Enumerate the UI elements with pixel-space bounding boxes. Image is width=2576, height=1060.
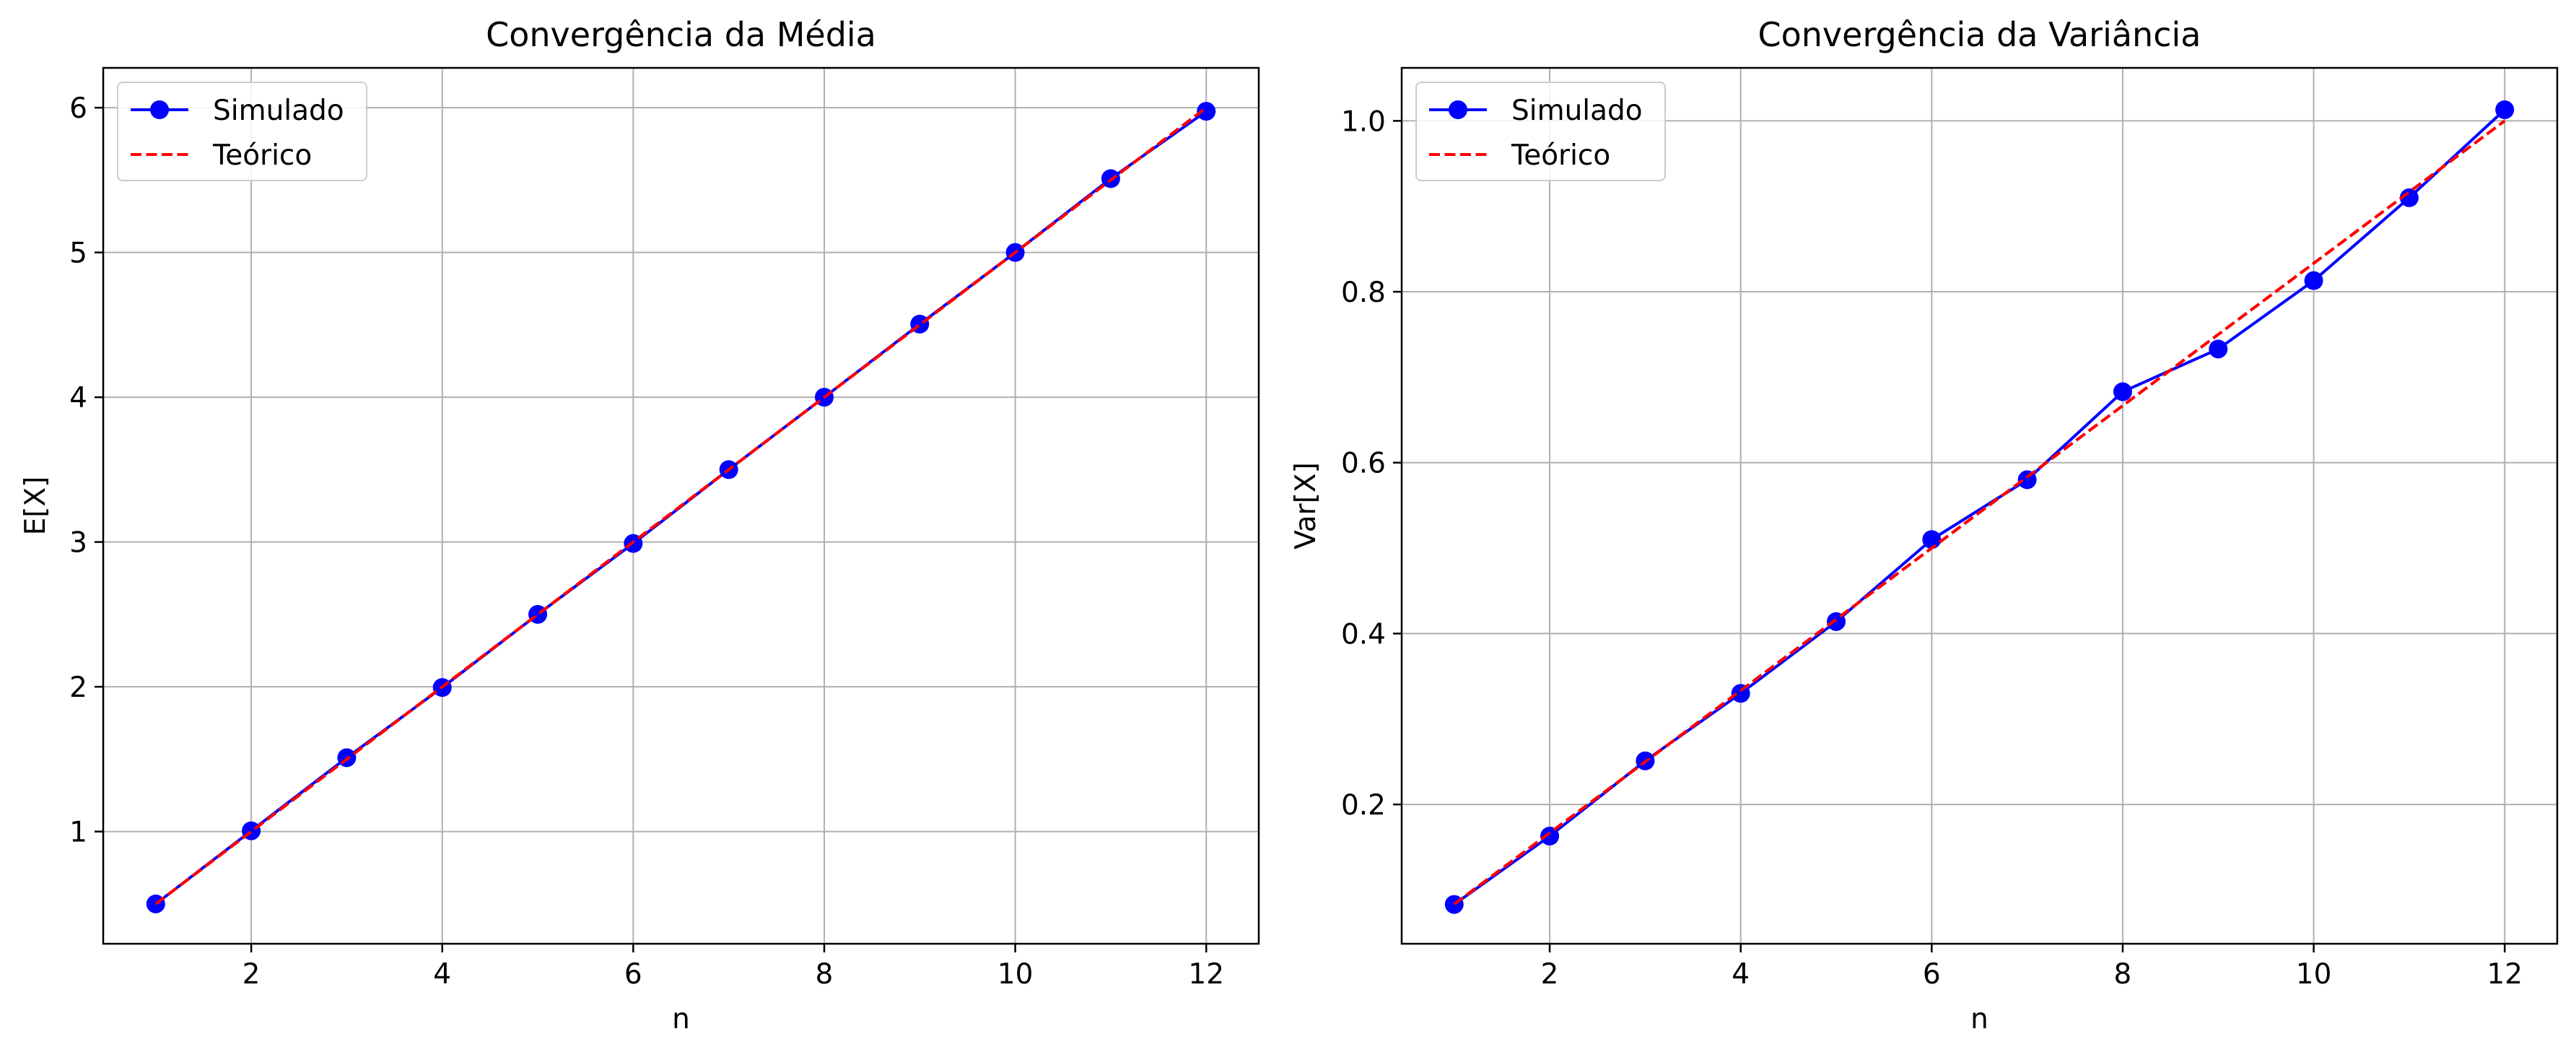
y-tick-label: 1	[69, 817, 87, 849]
y-tick-label: 2	[69, 672, 87, 704]
legend-marker-simulado	[1449, 100, 1467, 119]
y-tick-label: 5	[69, 238, 87, 270]
legend-marker-simulado	[150, 100, 169, 119]
legend-label-simulado: Simulado	[213, 95, 344, 127]
y-tick-label: 0.2	[1341, 789, 1386, 822]
x-axis-label: n	[1970, 1003, 1988, 1035]
data-point	[1197, 102, 1216, 121]
y-tick-label: 0.8	[1341, 277, 1386, 309]
x-tick-label: 12	[1188, 958, 1224, 991]
x-tick-label: 4	[1732, 958, 1750, 991]
x-tick-label: 12	[2487, 958, 2523, 991]
data-point	[2304, 271, 2323, 290]
x-tick-label: 4	[433, 958, 451, 991]
series-line-teorico-overlay	[1453, 119, 2506, 905]
axes-frame	[1400, 66, 2559, 945]
data-point	[2399, 188, 2419, 207]
x-axis-label: n	[672, 1003, 690, 1035]
subplot-2: 2 4 6 8 10 12 0.2 0.4 0.6 0.8 1.0 Convergência da V…	[1290, 15, 2559, 1035]
chart-title: Convergência da Média	[486, 15, 876, 54]
data-point	[2209, 339, 2228, 359]
legend-label-simulado: Simulado	[1511, 95, 1643, 127]
data-point	[2113, 382, 2132, 401]
legend-label-teorico: Teórico	[1511, 139, 1610, 172]
legend: Simulado Teórico	[1415, 82, 1666, 181]
y-tick-label: 0.4	[1341, 618, 1386, 651]
x-tick-label: 2	[1541, 958, 1559, 991]
series-line-simulado	[1453, 108, 2506, 906]
x-tick-label: 6	[624, 958, 642, 991]
y-axis-label: E[X]	[19, 477, 52, 536]
series-line-teorico-overlay	[154, 106, 1208, 905]
y-tick-label: 6	[69, 92, 87, 125]
chart-title: Convergência da Variância	[1758, 15, 2201, 54]
x-tick-label: 10	[2296, 958, 2332, 991]
x-tick-label: 8	[816, 958, 834, 991]
data-point	[2495, 100, 2515, 119]
x-tick-label: 6	[1923, 958, 1941, 991]
x-tick-label: 8	[2114, 958, 2132, 991]
x-tick-label: 10	[997, 958, 1034, 991]
data-point	[1922, 530, 1942, 549]
axes-frame	[102, 66, 1260, 945]
y-tick-label: 0.6	[1341, 448, 1386, 480]
data-point	[1540, 826, 1560, 846]
y-tick-label: 3	[69, 527, 87, 560]
x-tick-label: 2	[243, 958, 261, 991]
legend-label-teorico: Teórico	[212, 139, 312, 172]
y-tick-label: 1.0	[1341, 105, 1386, 138]
y-tick-label: 4	[69, 382, 87, 414]
y-axis-label: Var[X]	[1290, 462, 1322, 549]
legend: Simulado Teórico	[117, 82, 367, 181]
